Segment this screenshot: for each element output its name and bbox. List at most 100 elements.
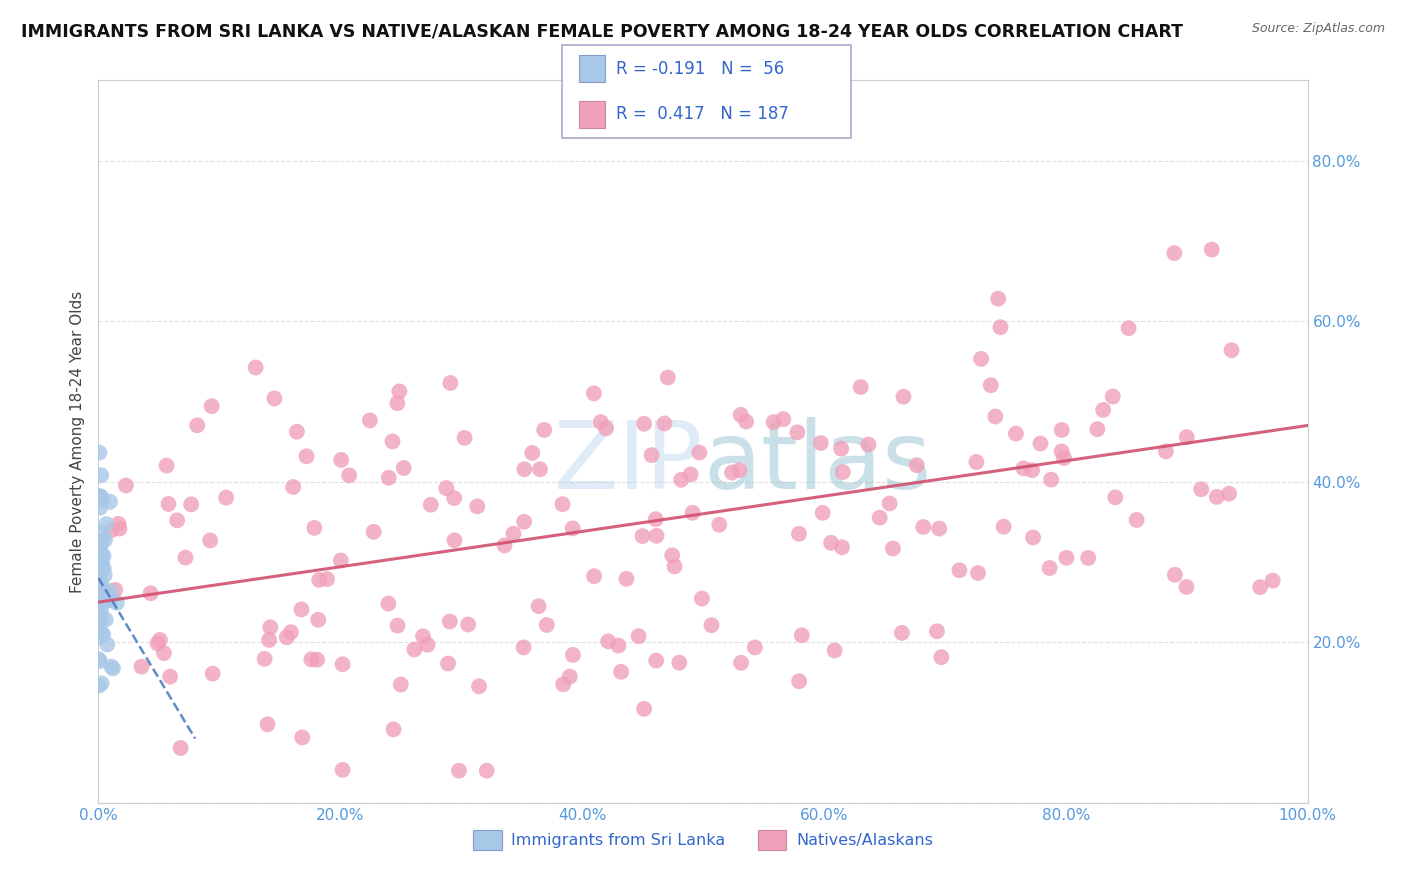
Text: IMMIGRANTS FROM SRI LANKA VS NATIVE/ALASKAN FEMALE POVERTY AMONG 18-24 YEAR OLDS: IMMIGRANTS FROM SRI LANKA VS NATIVE/ALAS… xyxy=(21,22,1182,40)
Point xyxy=(332,657,354,672)
Point xyxy=(527,599,550,614)
Point xyxy=(443,491,465,505)
Point xyxy=(1021,463,1043,477)
Point xyxy=(443,533,465,548)
Point xyxy=(89,579,111,593)
Point xyxy=(89,489,111,503)
Point xyxy=(654,417,676,431)
Point xyxy=(256,717,278,731)
Point xyxy=(849,380,872,394)
Point xyxy=(259,620,281,634)
Point xyxy=(890,625,912,640)
Point xyxy=(1164,567,1187,582)
Point xyxy=(115,478,138,492)
Point xyxy=(90,576,112,591)
Point xyxy=(245,360,267,375)
Point xyxy=(1050,423,1073,437)
Point xyxy=(582,386,605,401)
Point xyxy=(404,642,426,657)
Point xyxy=(146,636,169,650)
Point xyxy=(616,572,638,586)
Point xyxy=(337,468,360,483)
Point xyxy=(645,654,668,668)
Point xyxy=(561,648,583,662)
Point xyxy=(610,665,633,679)
Point xyxy=(1012,461,1035,475)
Point xyxy=(316,572,339,586)
Point xyxy=(308,573,330,587)
Point xyxy=(382,723,405,737)
Point xyxy=(879,496,901,510)
Point xyxy=(993,519,1015,533)
Point xyxy=(329,553,352,567)
Point xyxy=(786,425,808,440)
Point xyxy=(688,445,710,459)
Point xyxy=(831,541,853,555)
Point xyxy=(87,589,110,603)
Point xyxy=(215,491,238,505)
Point xyxy=(412,629,434,643)
Point xyxy=(987,292,1010,306)
Point xyxy=(1104,491,1126,505)
Point xyxy=(90,602,112,616)
Point xyxy=(494,538,516,552)
Point xyxy=(90,676,112,690)
Point xyxy=(475,764,498,778)
Point xyxy=(730,408,752,422)
Point xyxy=(93,585,115,599)
Point xyxy=(990,320,1012,334)
Point xyxy=(169,741,191,756)
Point xyxy=(633,702,655,716)
Point xyxy=(87,679,110,693)
Point xyxy=(101,661,124,675)
Point xyxy=(295,450,318,464)
Point xyxy=(98,495,121,509)
Point xyxy=(90,534,112,549)
Point xyxy=(91,492,114,507)
Point xyxy=(90,613,112,627)
Point xyxy=(153,646,176,660)
Point xyxy=(1175,580,1198,594)
Point xyxy=(1189,483,1212,497)
Point xyxy=(90,551,112,566)
Point xyxy=(91,593,114,607)
Point xyxy=(100,524,122,538)
Point xyxy=(91,595,114,609)
Point xyxy=(558,669,581,683)
Point xyxy=(389,677,412,691)
Point xyxy=(381,434,404,449)
Point xyxy=(90,538,112,552)
Point xyxy=(869,510,891,524)
Point xyxy=(882,541,904,556)
Point xyxy=(790,628,813,642)
Point xyxy=(434,481,457,495)
Point xyxy=(291,731,314,745)
Point xyxy=(96,638,118,652)
Point xyxy=(89,654,111,668)
Point xyxy=(439,615,461,629)
Point xyxy=(669,473,692,487)
Point xyxy=(90,490,112,504)
Point xyxy=(91,556,114,570)
Point xyxy=(90,549,112,563)
Point xyxy=(744,640,766,655)
Text: atlas: atlas xyxy=(703,417,931,509)
Point xyxy=(1163,246,1185,260)
Point xyxy=(90,584,112,599)
Point xyxy=(561,521,583,535)
Point xyxy=(90,553,112,567)
Point xyxy=(810,436,832,450)
Y-axis label: Female Poverty Among 18-24 Year Olds: Female Poverty Among 18-24 Year Olds xyxy=(70,291,86,592)
Point xyxy=(965,455,987,469)
Point xyxy=(1101,389,1123,403)
Point xyxy=(645,529,668,543)
Point xyxy=(522,446,544,460)
Point xyxy=(598,634,620,648)
Point xyxy=(93,568,115,582)
Point xyxy=(93,549,115,563)
Point xyxy=(1022,531,1045,545)
Point xyxy=(830,442,852,456)
Point xyxy=(201,399,224,413)
Point xyxy=(682,506,704,520)
Legend: Immigrants from Sri Lanka, Natives/Alaskans: Immigrants from Sri Lanka, Natives/Alask… xyxy=(467,824,939,856)
